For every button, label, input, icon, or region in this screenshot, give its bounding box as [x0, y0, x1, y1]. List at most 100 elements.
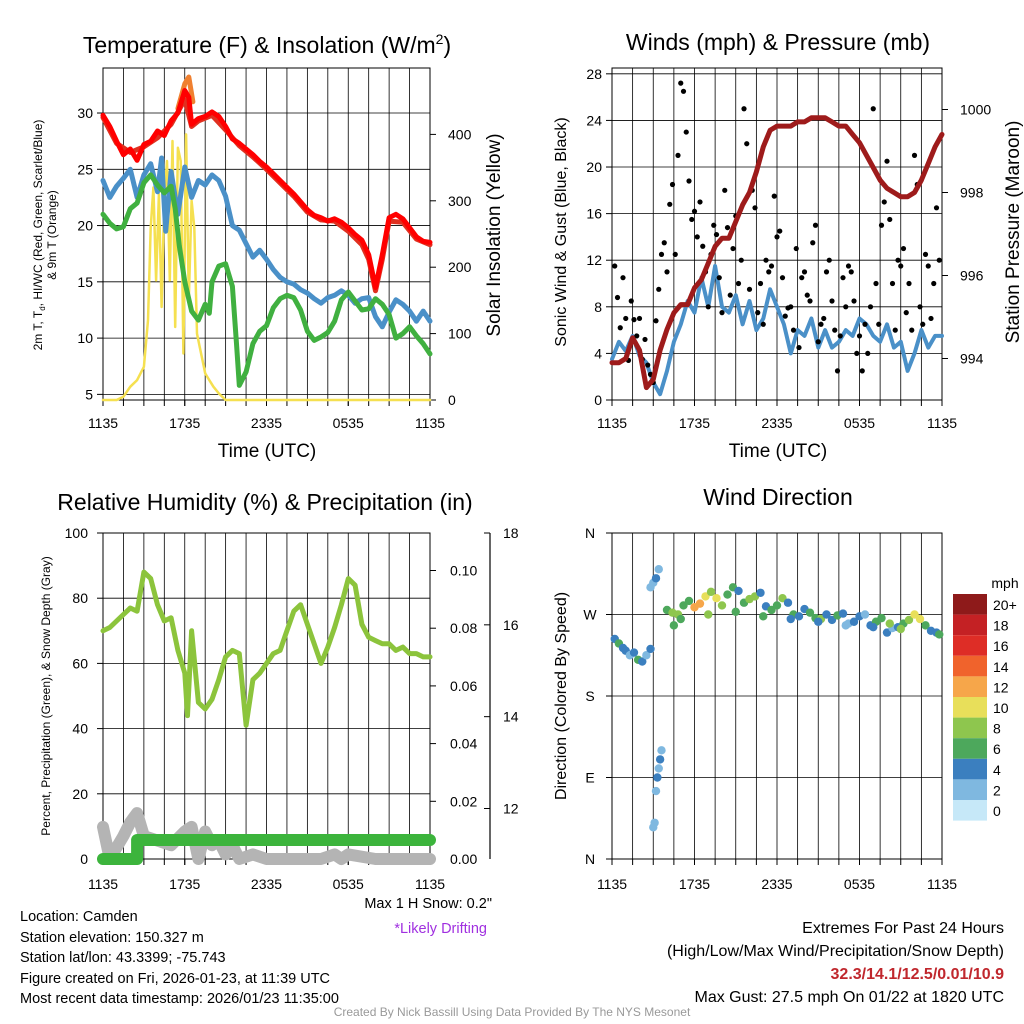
gust-point	[705, 304, 711, 310]
gust-point	[716, 275, 722, 281]
y-tick-label: S	[585, 688, 594, 704]
drift-note: *Likely Drifting	[394, 921, 487, 937]
gust-point	[766, 269, 772, 275]
gust-point	[612, 263, 618, 269]
gust-point	[856, 333, 863, 339]
legend-swatch	[953, 738, 987, 759]
temperature-title: Temperature (F) & Insolation (W/m2)	[83, 31, 451, 58]
series-line-2m-t	[100, 88, 433, 290]
gust-point	[801, 269, 808, 275]
legend-label: 10	[993, 700, 1009, 716]
legend-swatch	[953, 800, 987, 821]
temperature-x-label: Time (UTC)	[218, 441, 317, 462]
y-tick-label: 28	[586, 66, 602, 82]
temperature-y-label-line1: 2m T, Td, HI/WC (Red, Green, Scarlet/Blu…	[31, 120, 47, 351]
gust-point	[810, 240, 816, 246]
legend-label: 12	[993, 679, 1009, 695]
x-tick-label: 2335	[251, 876, 282, 892]
x-tick-label: 1135	[927, 876, 957, 892]
legend-swatch	[953, 676, 987, 697]
gust-point	[741, 106, 747, 112]
gust-point	[719, 310, 725, 316]
temperature-title-superscript: 2	[436, 31, 444, 47]
gust-point	[909, 327, 915, 333]
direction-point	[877, 613, 886, 623]
legend-swatch	[953, 614, 987, 636]
gust-point	[867, 304, 874, 310]
gust-point	[722, 187, 728, 193]
gust-point	[845, 263, 852, 269]
gust-point	[887, 216, 893, 223]
y-tick-label: 60	[72, 655, 88, 671]
y-right-tick-label: 400	[448, 126, 472, 142]
gust-point	[840, 275, 846, 281]
gust-point	[667, 201, 673, 207]
direction-point	[723, 590, 732, 599]
gust-point	[680, 88, 687, 94]
y-tick-label: 80	[72, 590, 88, 606]
gust-point	[661, 240, 667, 246]
y-tick-label: N	[585, 851, 595, 867]
y-tick-label: 8	[594, 299, 602, 315]
gust-point	[804, 292, 810, 298]
gust-point	[752, 205, 758, 211]
gust-point	[823, 269, 830, 275]
wind-direction-y-label: Direction (Colored By Speed)	[553, 592, 570, 800]
legend-label: 6	[993, 741, 1001, 757]
gust-point	[821, 315, 827, 322]
gust-point	[832, 327, 838, 333]
x-tick-label: 1135	[88, 876, 118, 892]
direction-point	[904, 615, 914, 625]
gust-point	[903, 310, 909, 316]
series-line-relative-humidity	[100, 569, 433, 728]
gust-point	[730, 245, 736, 252]
legend-swatch	[953, 697, 987, 718]
temperature-panel: Temperature (F) & Insolation (W/m2) 1135…	[31, 31, 505, 462]
legend-label: 8	[993, 721, 1001, 737]
gust-point	[620, 275, 626, 281]
gust-point	[768, 263, 775, 269]
gust-point	[678, 80, 684, 86]
gust-point	[672, 251, 678, 257]
direction-point	[885, 619, 894, 628]
x-tick-label: 2335	[761, 876, 792, 892]
direction-point	[860, 610, 870, 619]
legend-label: 14	[993, 659, 1009, 675]
precip-tick-label: 0.10	[450, 563, 477, 579]
direction-point	[669, 621, 679, 630]
gust-point	[815, 339, 821, 345]
gust-point	[790, 327, 797, 333]
temperature-plot-area: 1135 1735 2335 0535 113551015202530010020030…	[77, 67, 472, 431]
humidity-title: Relative Humidity (%) & Precipitation (i…	[57, 489, 472, 515]
y-tick-label: 15	[77, 274, 93, 290]
gust-point	[697, 199, 703, 205]
gust-point	[683, 129, 689, 135]
wind-direction-title: Wind Direction	[703, 484, 853, 510]
gust-point	[634, 333, 640, 339]
direction-point	[896, 624, 905, 634]
gust-point	[812, 222, 819, 228]
gust-point	[711, 222, 717, 228]
gust-point	[653, 318, 659, 324]
gust-point	[818, 321, 824, 327]
gust-point	[799, 275, 805, 281]
gust-point	[782, 313, 788, 319]
credit-text: Created By Nick Bassill Using Data Provi…	[333, 1005, 691, 1019]
recent-data-text: Most recent data timestamp: 2026/01/23 1…	[20, 991, 339, 1007]
precip-tick-label: 0.00	[450, 851, 477, 867]
gust-point	[623, 315, 629, 322]
x-tick-label: 1735	[169, 415, 200, 431]
direction-point	[654, 565, 663, 574]
gust-point	[898, 263, 904, 269]
gust-point	[645, 362, 651, 368]
x-tick-label: 1135	[597, 415, 627, 431]
wind-direction-panel: Wind Direction 1135 1735 2335 0535 1135NESWN…	[553, 484, 1019, 892]
direction-point	[651, 786, 661, 796]
direction-point	[653, 773, 662, 782]
gust-point	[928, 315, 934, 322]
gust-point	[834, 368, 841, 374]
snow-tick-label: 16	[503, 617, 519, 633]
gust-point	[870, 106, 876, 112]
gust-point	[658, 251, 665, 257]
extremes-block: Extremes For Past 24 Hours (High/Low/Max…	[667, 917, 1004, 1009]
